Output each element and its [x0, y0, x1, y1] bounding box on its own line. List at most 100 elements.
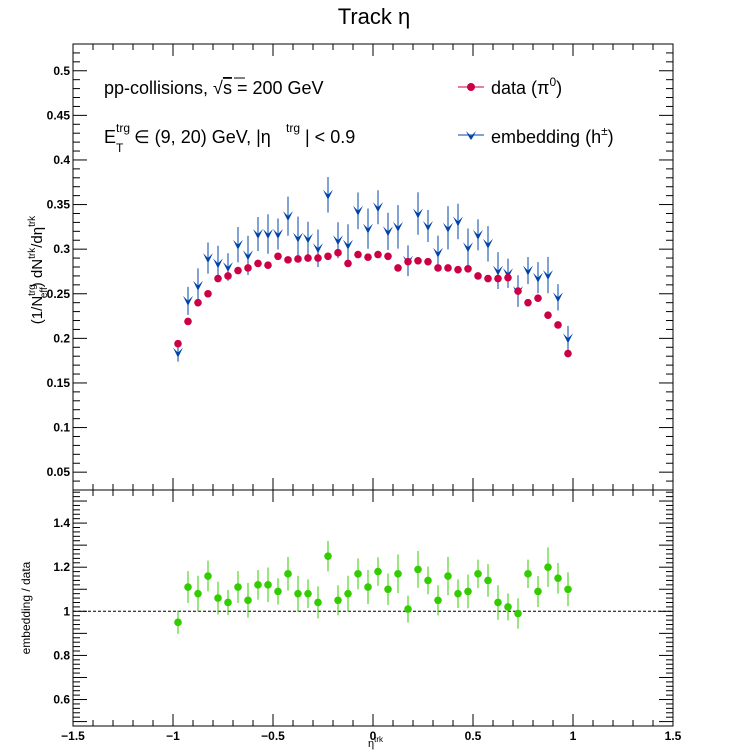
y-tick-label: 0.8	[53, 648, 70, 662]
ratio-point	[274, 587, 282, 596]
data-point	[344, 259, 352, 268]
lower-y-axis-title: embedding / data	[19, 561, 33, 654]
data-point	[434, 264, 442, 272]
embedding-point	[343, 239, 353, 250]
data-point	[204, 289, 212, 298]
ratio-point	[554, 574, 562, 583]
ratio-point	[384, 585, 392, 594]
eta-cut-text: | < 0.9	[305, 127, 355, 147]
lower-axis-ticks	[72, 490, 674, 727]
y-tick-label: 0.35	[47, 198, 71, 212]
embedding-point	[173, 347, 183, 358]
data-point	[374, 250, 382, 259]
legend-emb-close: )	[608, 127, 614, 147]
embedding-point	[323, 189, 333, 200]
data-point	[334, 248, 342, 257]
legend-data-label: data (π0)	[491, 75, 562, 98]
embedding-point	[203, 253, 213, 264]
embedding-point	[253, 228, 263, 239]
embedding-point	[453, 216, 463, 227]
ratio-point	[424, 576, 432, 585]
data-point	[184, 317, 192, 326]
ratio-point	[244, 596, 252, 605]
embedding-point	[363, 223, 373, 234]
ratio-point	[364, 583, 372, 591]
y-title-p2-sup: trk	[27, 247, 38, 259]
embedding-point	[493, 265, 503, 276]
data-point	[564, 349, 572, 358]
lower-plot-frame	[72, 489, 674, 727]
data-point	[444, 264, 452, 272]
trigger-annotation: E	[104, 127, 116, 147]
legend-emb-marker	[466, 131, 476, 140]
ratio-point	[174, 618, 182, 627]
y-title-p1-sub: eff	[39, 287, 50, 298]
ratio-point	[344, 589, 352, 598]
embedding-point	[423, 220, 433, 231]
eta-trg-superscript: trg	[286, 121, 300, 135]
ratio-point	[194, 589, 202, 598]
x-tick-label: −1.5	[61, 729, 85, 743]
ratio-point	[254, 581, 262, 589]
data-point	[354, 250, 362, 259]
embedding-point	[473, 229, 483, 240]
y-tick-label: 0.3	[53, 242, 70, 256]
data-point	[234, 266, 242, 275]
x-tick-label: 1	[570, 729, 577, 743]
trigger-range-text: ∈ (9, 20) GeV, |η	[134, 127, 271, 147]
et-subscript: T	[116, 141, 124, 155]
data-point	[254, 259, 262, 268]
data-point	[424, 257, 432, 266]
lower-y-title-text: embedding / data	[19, 561, 33, 654]
x-tick-label: −1	[166, 729, 180, 743]
data-point	[274, 252, 282, 261]
x-tick-labels: −1.5 −1 −0.5 0 0.5 1 1.5	[61, 729, 682, 743]
x-tick-label: 1.5	[665, 729, 682, 743]
ratio-point	[334, 596, 342, 605]
embedding-point	[483, 238, 493, 249]
annotation-prefix: pp-collisions,	[104, 78, 213, 98]
y-title-p3: /dη	[29, 227, 46, 248]
data-point	[364, 253, 372, 261]
upper-data-points	[173, 177, 573, 362]
x-axis-title: ηtrk	[368, 735, 384, 750]
embedding-point	[383, 226, 393, 237]
ratio-point	[234, 583, 242, 591]
y-title-p3-sup: trk	[27, 215, 38, 227]
x-tick-label: 0.5	[465, 729, 482, 743]
lower-y-tick-labels: 0.6 0.8 1 1.2 1.4	[53, 516, 70, 706]
ratio-point	[284, 570, 292, 578]
x-title-base: η	[368, 738, 374, 750]
embedding-point	[503, 268, 513, 279]
ratio-point	[264, 581, 272, 589]
data-point	[454, 265, 462, 274]
embedding-point	[243, 250, 253, 261]
y-tick-label: 0.05	[47, 465, 71, 479]
ratio-point	[504, 603, 512, 611]
x-tick-label: −0.5	[261, 729, 285, 743]
upper-plot-frame	[72, 43, 674, 491]
y-title-p1: (1/N	[29, 296, 46, 324]
upper-y-tick-labels: 0.05 0.1 0.15 0.2 0.25 0.3 0.35 0.4 0.45 0.5	[47, 64, 71, 479]
embedding-point	[273, 228, 283, 239]
y-tick-label: 0.15	[47, 376, 71, 390]
ratio-data-points	[174, 541, 572, 634]
ratio-point	[544, 563, 552, 571]
embedding-point	[373, 202, 383, 213]
data-point	[544, 311, 552, 319]
data-point	[244, 264, 252, 272]
embedding-point	[553, 292, 563, 303]
embedding-point	[293, 232, 303, 243]
y-tick-label: 1	[63, 604, 70, 618]
legend-emb-label: embedding (h±)	[491, 124, 614, 147]
chart-title: Track η	[338, 4, 411, 29]
y-tick-label: 1.4	[53, 516, 70, 530]
data-point	[224, 272, 232, 280]
ratio-point	[534, 587, 542, 596]
ratio-point	[394, 570, 402, 578]
data-point	[304, 254, 312, 262]
embedding-point	[563, 333, 573, 344]
ratio-point	[464, 587, 472, 596]
data-point	[474, 272, 482, 280]
